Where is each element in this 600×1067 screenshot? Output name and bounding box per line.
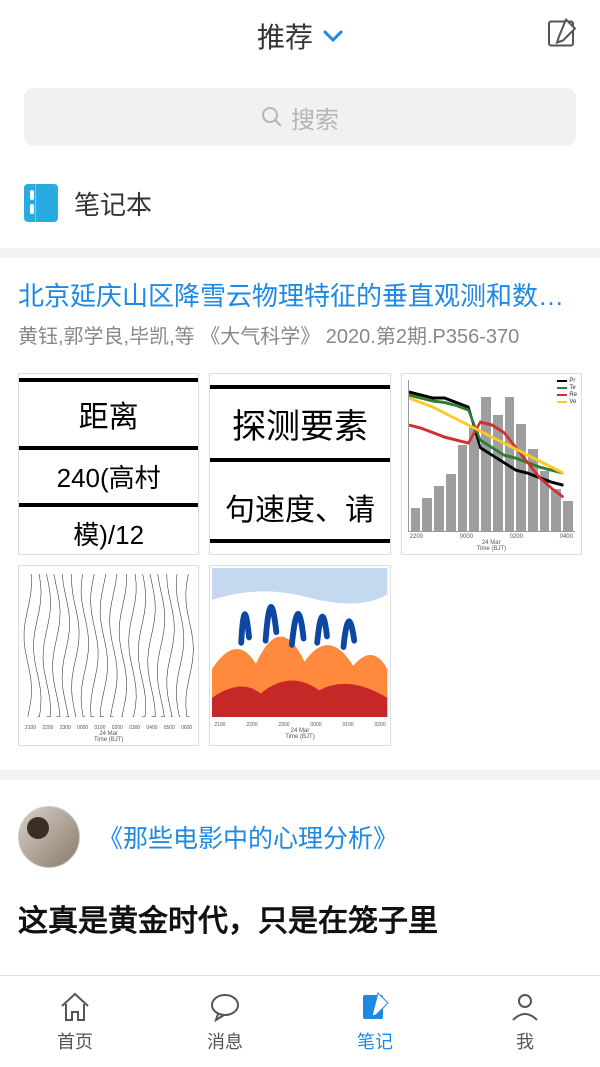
compose-icon <box>546 19 576 49</box>
tab-notes[interactable]: 笔记 <box>300 976 450 1067</box>
tab-home[interactable]: 首页 <box>0 976 150 1067</box>
thumb-3-xaxis: 2200000002000400 <box>408 532 575 540</box>
article-1-thumbs: 距离 240(高村 模)/12 探测要素 句速度、请 PrTeReVe 2200… <box>18 373 582 746</box>
thumb-3[interactable]: PrTeReVe 2200000002000400 24 Mar Time (B… <box>401 373 582 554</box>
search-placeholder: 搜索 <box>291 100 339 135</box>
search-icon <box>261 106 283 128</box>
thumb-4-svg <box>23 570 194 721</box>
tab-bar: 首页 消息 笔记 我 <box>0 975 600 1067</box>
article-2-source: 《那些电影中的心理分析》 <box>98 819 398 855</box>
tab-me[interactable]: 我 <box>450 976 600 1067</box>
notebook-title: 笔记本 <box>74 185 152 222</box>
header-title-text: 推荐 <box>257 16 313 56</box>
search-input[interactable]: 搜索 <box>24 88 576 146</box>
chevron-down-icon <box>323 30 343 42</box>
article-1-title: 北京延庆山区降雪云物理特征的垂直观测和数值模拟... <box>18 278 582 314</box>
profile-icon <box>508 990 542 1024</box>
article-card-1[interactable]: 北京延庆山区降雪云物理特征的垂直观测和数值模拟... 黄钰,郭学良,毕凯,等 《… <box>0 258 600 780</box>
thumb-4[interactable]: 2100220023000000010002000300040005000600… <box>18 565 199 746</box>
compose-button[interactable] <box>546 19 576 54</box>
thumb-2[interactable]: 探测要素 句速度、请 <box>209 373 390 554</box>
header-dropdown[interactable]: 推荐 <box>257 16 343 56</box>
thumb-5-svg <box>212 568 387 717</box>
notebook-icon <box>24 184 58 222</box>
thumb-1[interactable]: 距离 240(高村 模)/12 <box>18 373 199 554</box>
home-icon <box>58 990 92 1024</box>
article-1-meta: 黄钰,郭学良,毕凯,等 《大气科学》 2020.第2期.P356-370 <box>18 320 582 349</box>
thumb-6-empty <box>401 565 582 746</box>
article-card-2[interactable]: 《那些电影中的心理分析》 这真是黄金时代，只是在笼子里 <box>0 780 600 950</box>
header: 推荐 <box>0 0 600 72</box>
notebook-section[interactable]: 笔记本 <box>0 162 600 258</box>
article-2-avatar <box>18 806 80 868</box>
article-2-headline: 这真是黄金时代，只是在笼子里 <box>18 896 582 940</box>
message-icon <box>208 990 242 1024</box>
notes-icon <box>358 990 392 1024</box>
tab-messages[interactable]: 消息 <box>150 976 300 1067</box>
thumb-5[interactable]: 210022002300000001000200 24 Mar Time (BJ… <box>209 565 390 746</box>
search-container: 搜索 <box>0 72 600 162</box>
thumb-3-chart <box>408 380 575 531</box>
